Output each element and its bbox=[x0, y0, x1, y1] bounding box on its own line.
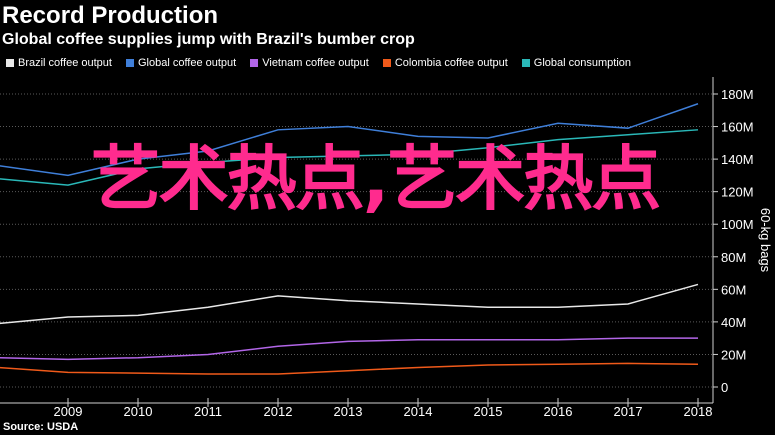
legend-label: Vietnam coffee output bbox=[262, 57, 369, 69]
y-tick-label: 60M bbox=[721, 282, 746, 297]
x-tick-label: 2016 bbox=[544, 404, 573, 419]
legend-swatch bbox=[382, 59, 391, 67]
series-line-global-consumption bbox=[0, 129, 699, 186]
x-tick-label: 2018 bbox=[684, 404, 713, 419]
y-tick-label: 180M bbox=[721, 87, 754, 102]
series-line-global-coffee-output bbox=[0, 103, 699, 177]
x-tick-label: 2009 bbox=[54, 404, 83, 419]
y-tick-label: 0 bbox=[721, 380, 728, 395]
legend-label: Global consumption bbox=[533, 57, 632, 69]
legend: Brazil coffee output Global coffee output… bbox=[6, 57, 631, 69]
series-line-brazil-coffee-output bbox=[0, 283, 699, 325]
y-tick-label: 140M bbox=[721, 152, 754, 167]
x-tick-label: 2010 bbox=[124, 404, 153, 419]
legend-swatch bbox=[6, 59, 14, 67]
legend-swatch bbox=[521, 59, 530, 67]
legend-item: Brazil coffee output bbox=[6, 57, 112, 69]
series-line-vietnam-coffee-output bbox=[0, 337, 698, 361]
y-tick-label: 20M bbox=[721, 347, 746, 362]
source-note: Source: USDA bbox=[3, 421, 79, 433]
legend-item: Vietnam coffee output bbox=[250, 57, 369, 69]
y-tick-label: 80M bbox=[721, 250, 746, 265]
legend-item: Global coffee output bbox=[125, 57, 237, 69]
legend-swatch bbox=[125, 59, 134, 67]
x-tick-label: 2014 bbox=[404, 404, 433, 419]
x-tick-label: 2015 bbox=[474, 404, 503, 419]
chart-title: Record Production bbox=[2, 2, 219, 29]
legend-label: Brazil coffee output bbox=[18, 57, 112, 69]
x-tick-label: 2013 bbox=[334, 404, 363, 419]
x-tick-label: 2017 bbox=[614, 404, 643, 419]
x-tick-label: 2012 bbox=[264, 404, 293, 419]
y-axis-label: 60-kg bags bbox=[758, 208, 773, 273]
series-line-colombia-coffee-output bbox=[0, 362, 699, 375]
legend-item: Colombia coffee output bbox=[382, 57, 508, 69]
legend-label: Colombia coffee output bbox=[394, 57, 508, 69]
x-tick-label: 2011 bbox=[194, 404, 222, 419]
chart-subtitle: Global coffee supplies jump with Brazil'… bbox=[2, 31, 415, 48]
y-tick-label: 120M bbox=[721, 185, 754, 200]
y-tick-label: 100M bbox=[721, 217, 754, 232]
y-tick-label: 160M bbox=[721, 120, 754, 135]
legend-label: Global coffee output bbox=[137, 57, 237, 69]
legend-item: Global consumption bbox=[521, 57, 632, 69]
y-tick-label: 40M bbox=[721, 315, 746, 330]
legend-swatch bbox=[250, 59, 259, 67]
